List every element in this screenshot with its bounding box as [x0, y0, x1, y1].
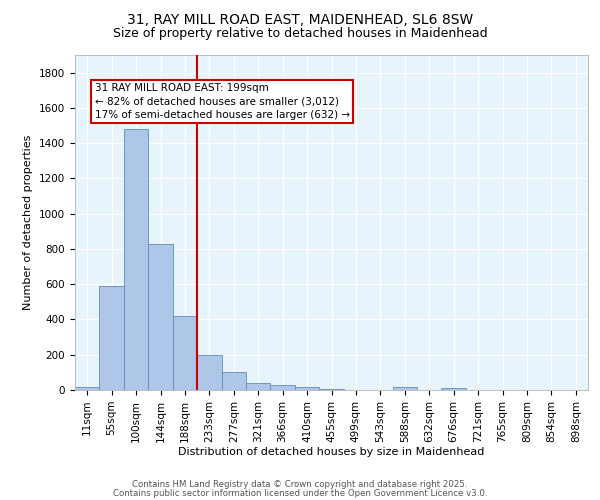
Text: 31 RAY MILL ROAD EAST: 199sqm
← 82% of detached houses are smaller (3,012)
17% o: 31 RAY MILL ROAD EAST: 199sqm ← 82% of d… [95, 83, 350, 120]
Bar [173, 316, 197, 390]
X-axis label: Distribution of detached houses by size in Maidenhead: Distribution of detached houses by size … [178, 448, 485, 458]
Bar [148, 244, 173, 390]
Bar [295, 387, 319, 390]
Bar [100, 286, 124, 390]
Bar [246, 384, 271, 390]
Bar [75, 388, 100, 390]
Bar [319, 389, 344, 390]
Text: 31, RAY MILL ROAD EAST, MAIDENHEAD, SL6 8SW: 31, RAY MILL ROAD EAST, MAIDENHEAD, SL6 … [127, 12, 473, 26]
Bar [392, 388, 417, 390]
Bar [221, 372, 246, 390]
Bar [197, 354, 221, 390]
Bar [442, 388, 466, 390]
Y-axis label: Number of detached properties: Number of detached properties [23, 135, 34, 310]
Bar [124, 129, 148, 390]
Text: Size of property relative to detached houses in Maidenhead: Size of property relative to detached ho… [113, 28, 487, 40]
Text: Contains public sector information licensed under the Open Government Licence v3: Contains public sector information licen… [113, 490, 487, 498]
Bar [271, 385, 295, 390]
Text: Contains HM Land Registry data © Crown copyright and database right 2025.: Contains HM Land Registry data © Crown c… [132, 480, 468, 489]
